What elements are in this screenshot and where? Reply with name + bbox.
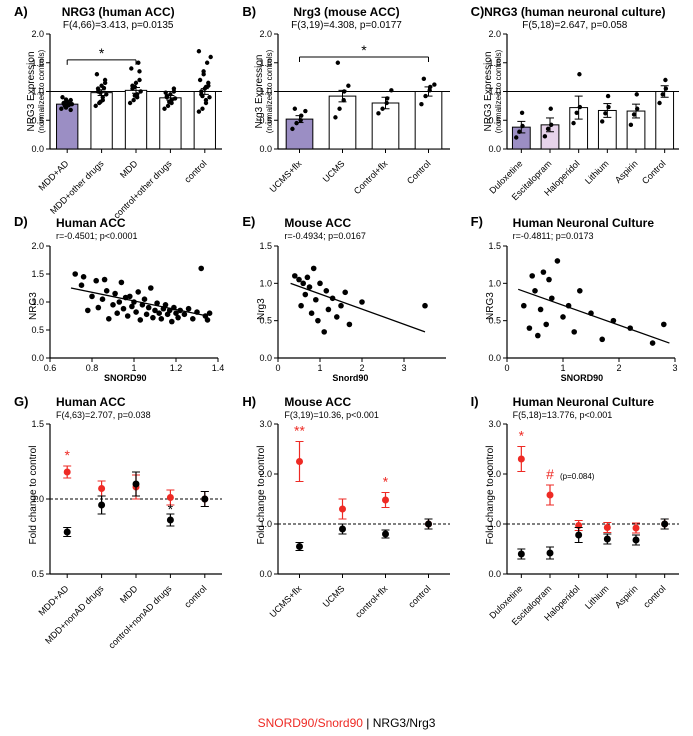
x-axis-label: Snord90 bbox=[332, 373, 368, 383]
svg-text:0: 0 bbox=[276, 363, 281, 373]
panel-stat: r=-0.4501; p<0.0001 bbox=[56, 231, 138, 241]
y-axis-label: NRG3 Expression(normalized to controls) bbox=[483, 34, 503, 149]
svg-text:1.0: 1.0 bbox=[488, 278, 501, 288]
svg-text:(p=0.084): (p=0.084) bbox=[560, 472, 595, 481]
x-category-label: control+flx bbox=[297, 583, 389, 675]
panel-title: Mouse ACC bbox=[284, 395, 351, 409]
svg-text:0.8: 0.8 bbox=[86, 363, 99, 373]
x-category-label: UCMS bbox=[254, 583, 346, 675]
svg-text:0.5: 0.5 bbox=[31, 569, 44, 579]
panel-subtitle: F(4,63)=2.707, p=0.038 bbox=[56, 410, 151, 420]
x-axis-label: SNORD90 bbox=[561, 373, 604, 383]
svg-text:0.0: 0.0 bbox=[488, 353, 501, 363]
svg-text:0.0: 0.0 bbox=[260, 353, 273, 363]
svg-text:**: ** bbox=[294, 423, 305, 439]
legend-red: SNORD90/Snord90 bbox=[258, 716, 363, 730]
svg-text:3: 3 bbox=[672, 363, 677, 373]
svg-text:0.0: 0.0 bbox=[31, 353, 44, 363]
svg-text:1.0: 1.0 bbox=[260, 278, 273, 288]
y-axis-label: Fold change to control bbox=[256, 420, 267, 570]
panel-g: G)Human ACCF(4,63)=2.707, p=0.0380.51.01… bbox=[6, 394, 230, 684]
svg-text:*: * bbox=[64, 447, 70, 463]
svg-text:1.4: 1.4 bbox=[212, 363, 225, 373]
svg-text:1: 1 bbox=[318, 363, 323, 373]
svg-text:0: 0 bbox=[504, 363, 509, 373]
svg-text:*: * bbox=[99, 45, 105, 61]
panel-h: H)Mouse ACCF(3,19)=10.36, p<0.0010.01.02… bbox=[234, 394, 458, 684]
legend-black: NRG3/Nrg3 bbox=[373, 716, 436, 730]
svg-text:0.5: 0.5 bbox=[31, 325, 44, 335]
panel-title: Human ACC bbox=[56, 395, 126, 409]
svg-text:1.5: 1.5 bbox=[488, 241, 501, 251]
svg-text:2: 2 bbox=[616, 363, 621, 373]
panel-stat: r=-0.4934; p=0.0167 bbox=[284, 231, 366, 241]
y-axis-label: Nrg3 Expression(normalized to controls) bbox=[254, 34, 274, 149]
panel-title: Nrg3 (mouse ACC) bbox=[234, 5, 458, 19]
x-category-label: control bbox=[340, 583, 432, 675]
panel-e: E)Mouse ACCr=-0.4934; p=0.01670.00.51.01… bbox=[234, 214, 458, 394]
panel-i: I) Human Neuronal CultureF(5,18)=13.776, … bbox=[463, 394, 687, 684]
svg-text:*: * bbox=[362, 42, 368, 58]
panel-d: D)Human ACCr=-0.4501; p<0.00010.00.51.01… bbox=[6, 214, 230, 394]
svg-text:0.0: 0.0 bbox=[488, 569, 501, 579]
svg-text:*: * bbox=[383, 474, 389, 490]
panel-title: NRG3 (human neuronal culture) bbox=[463, 5, 687, 19]
panel-title: Human Neuronal Culture bbox=[513, 395, 654, 409]
panel-label: F) bbox=[471, 214, 483, 229]
panel-f: F) Human Neuronal Culturer=-0.4811; p=0.0… bbox=[463, 214, 687, 394]
panel-subtitle: F(3,19)=10.36, p<0.001 bbox=[284, 410, 379, 420]
svg-text:3: 3 bbox=[402, 363, 407, 373]
svg-text:2.0: 2.0 bbox=[31, 241, 44, 251]
svg-text:1.5: 1.5 bbox=[31, 269, 44, 279]
svg-text:#: # bbox=[546, 466, 554, 482]
y-axis-label: Nrg3 bbox=[256, 298, 267, 320]
svg-text:*: * bbox=[518, 428, 524, 444]
panel-c: C)NRG3 (human neuronal culture)F(5,18)=2… bbox=[463, 4, 687, 214]
panel-title: Human ACC bbox=[56, 216, 126, 230]
panel-subtitle: F(5,18)=13.776, p<0.001 bbox=[513, 410, 613, 420]
panel-label: G) bbox=[14, 394, 28, 409]
panel-label: D) bbox=[14, 214, 28, 229]
svg-text:1.5: 1.5 bbox=[260, 241, 273, 251]
y-axis-label: NRG3 Expression(normalized to controls) bbox=[26, 34, 46, 149]
y-axis-label: NRG3 bbox=[28, 292, 39, 320]
panel-title: Mouse ACC bbox=[284, 216, 351, 230]
y-axis-label: Fold change to control bbox=[28, 420, 39, 570]
panel-title: Human Neuronal Culture bbox=[513, 216, 654, 230]
svg-text:*: * bbox=[168, 501, 174, 517]
figure-legend: SNORD90/Snord90 | NRG3/Nrg3 bbox=[0, 716, 693, 730]
svg-text:2: 2 bbox=[360, 363, 365, 373]
panel-b: B)Nrg3 (mouse ACC)F(3,19)=4.308, p=0.017… bbox=[234, 4, 458, 214]
legend-sep: | bbox=[363, 716, 373, 730]
svg-text:0.0: 0.0 bbox=[260, 569, 273, 579]
panel-label: H) bbox=[242, 394, 256, 409]
svg-text:1: 1 bbox=[131, 363, 136, 373]
panel-a: A)NRG3 (human ACC)F(4,66)=3.413, p=0.013… bbox=[6, 4, 230, 214]
figure-grid: A)NRG3 (human ACC)F(4,66)=3.413, p=0.013… bbox=[0, 0, 693, 696]
panel-label: E) bbox=[242, 214, 255, 229]
y-axis-label: Fold change to control bbox=[485, 420, 496, 570]
svg-text:0.6: 0.6 bbox=[44, 363, 57, 373]
svg-text:1.2: 1.2 bbox=[170, 363, 183, 373]
x-axis-label: SNORD90 bbox=[104, 373, 147, 383]
y-axis-label: NRG3 bbox=[485, 292, 496, 320]
panel-stat: r=-0.4811; p=0.0173 bbox=[513, 231, 594, 241]
svg-text:1: 1 bbox=[560, 363, 565, 373]
panel-title: NRG3 (human ACC) bbox=[6, 5, 230, 19]
panel-label: I) bbox=[471, 394, 479, 409]
